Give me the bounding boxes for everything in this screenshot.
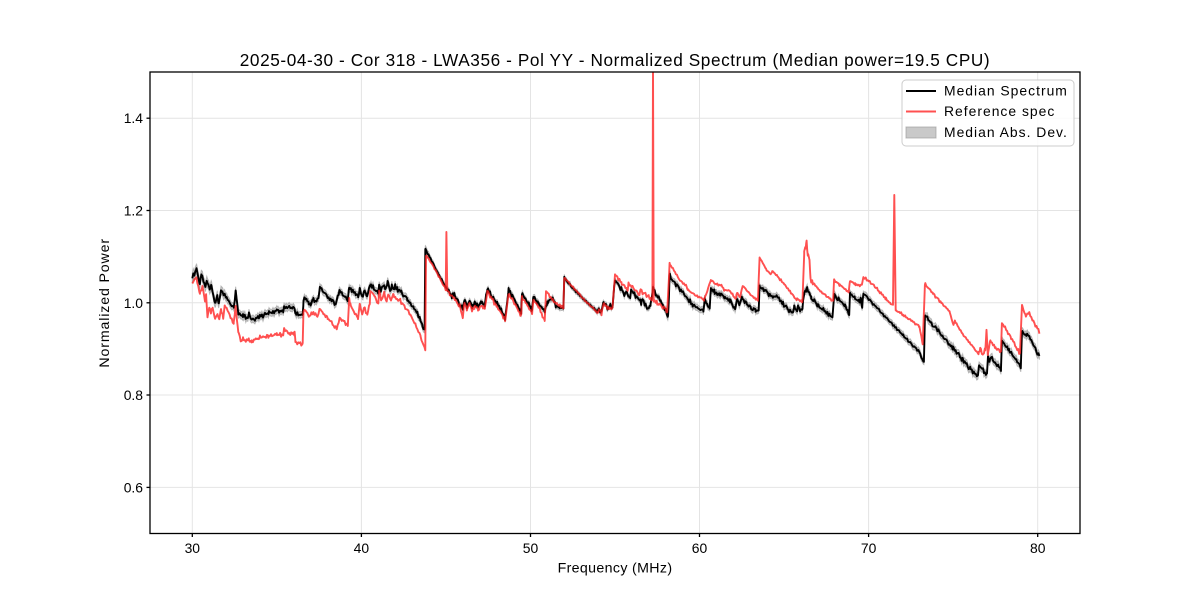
svg-text:30: 30 — [185, 540, 201, 556]
svg-text:0.8: 0.8 — [124, 387, 144, 403]
svg-text:1.4: 1.4 — [124, 110, 144, 126]
svg-text:40: 40 — [354, 540, 370, 556]
svg-text:80: 80 — [1030, 540, 1046, 556]
svg-text:1.0: 1.0 — [124, 295, 144, 311]
svg-text:60: 60 — [692, 540, 708, 556]
svg-text:0.6: 0.6 — [124, 479, 144, 495]
svg-text:70: 70 — [861, 540, 877, 556]
svg-text:2025-04-30 - Cor 318 - LWA356: 2025-04-30 - Cor 318 - LWA356 - Pol YY -… — [240, 50, 990, 70]
svg-text:Reference spec: Reference spec — [944, 103, 1055, 119]
svg-text:Median Abs. Dev.: Median Abs. Dev. — [944, 124, 1068, 140]
svg-text:Frequency (MHz): Frequency (MHz) — [558, 561, 673, 577]
svg-text:Median Spectrum: Median Spectrum — [944, 83, 1068, 99]
svg-text:50: 50 — [523, 540, 539, 556]
svg-text:1.2: 1.2 — [124, 203, 144, 219]
svg-text:Normalized Power: Normalized Power — [97, 238, 113, 368]
